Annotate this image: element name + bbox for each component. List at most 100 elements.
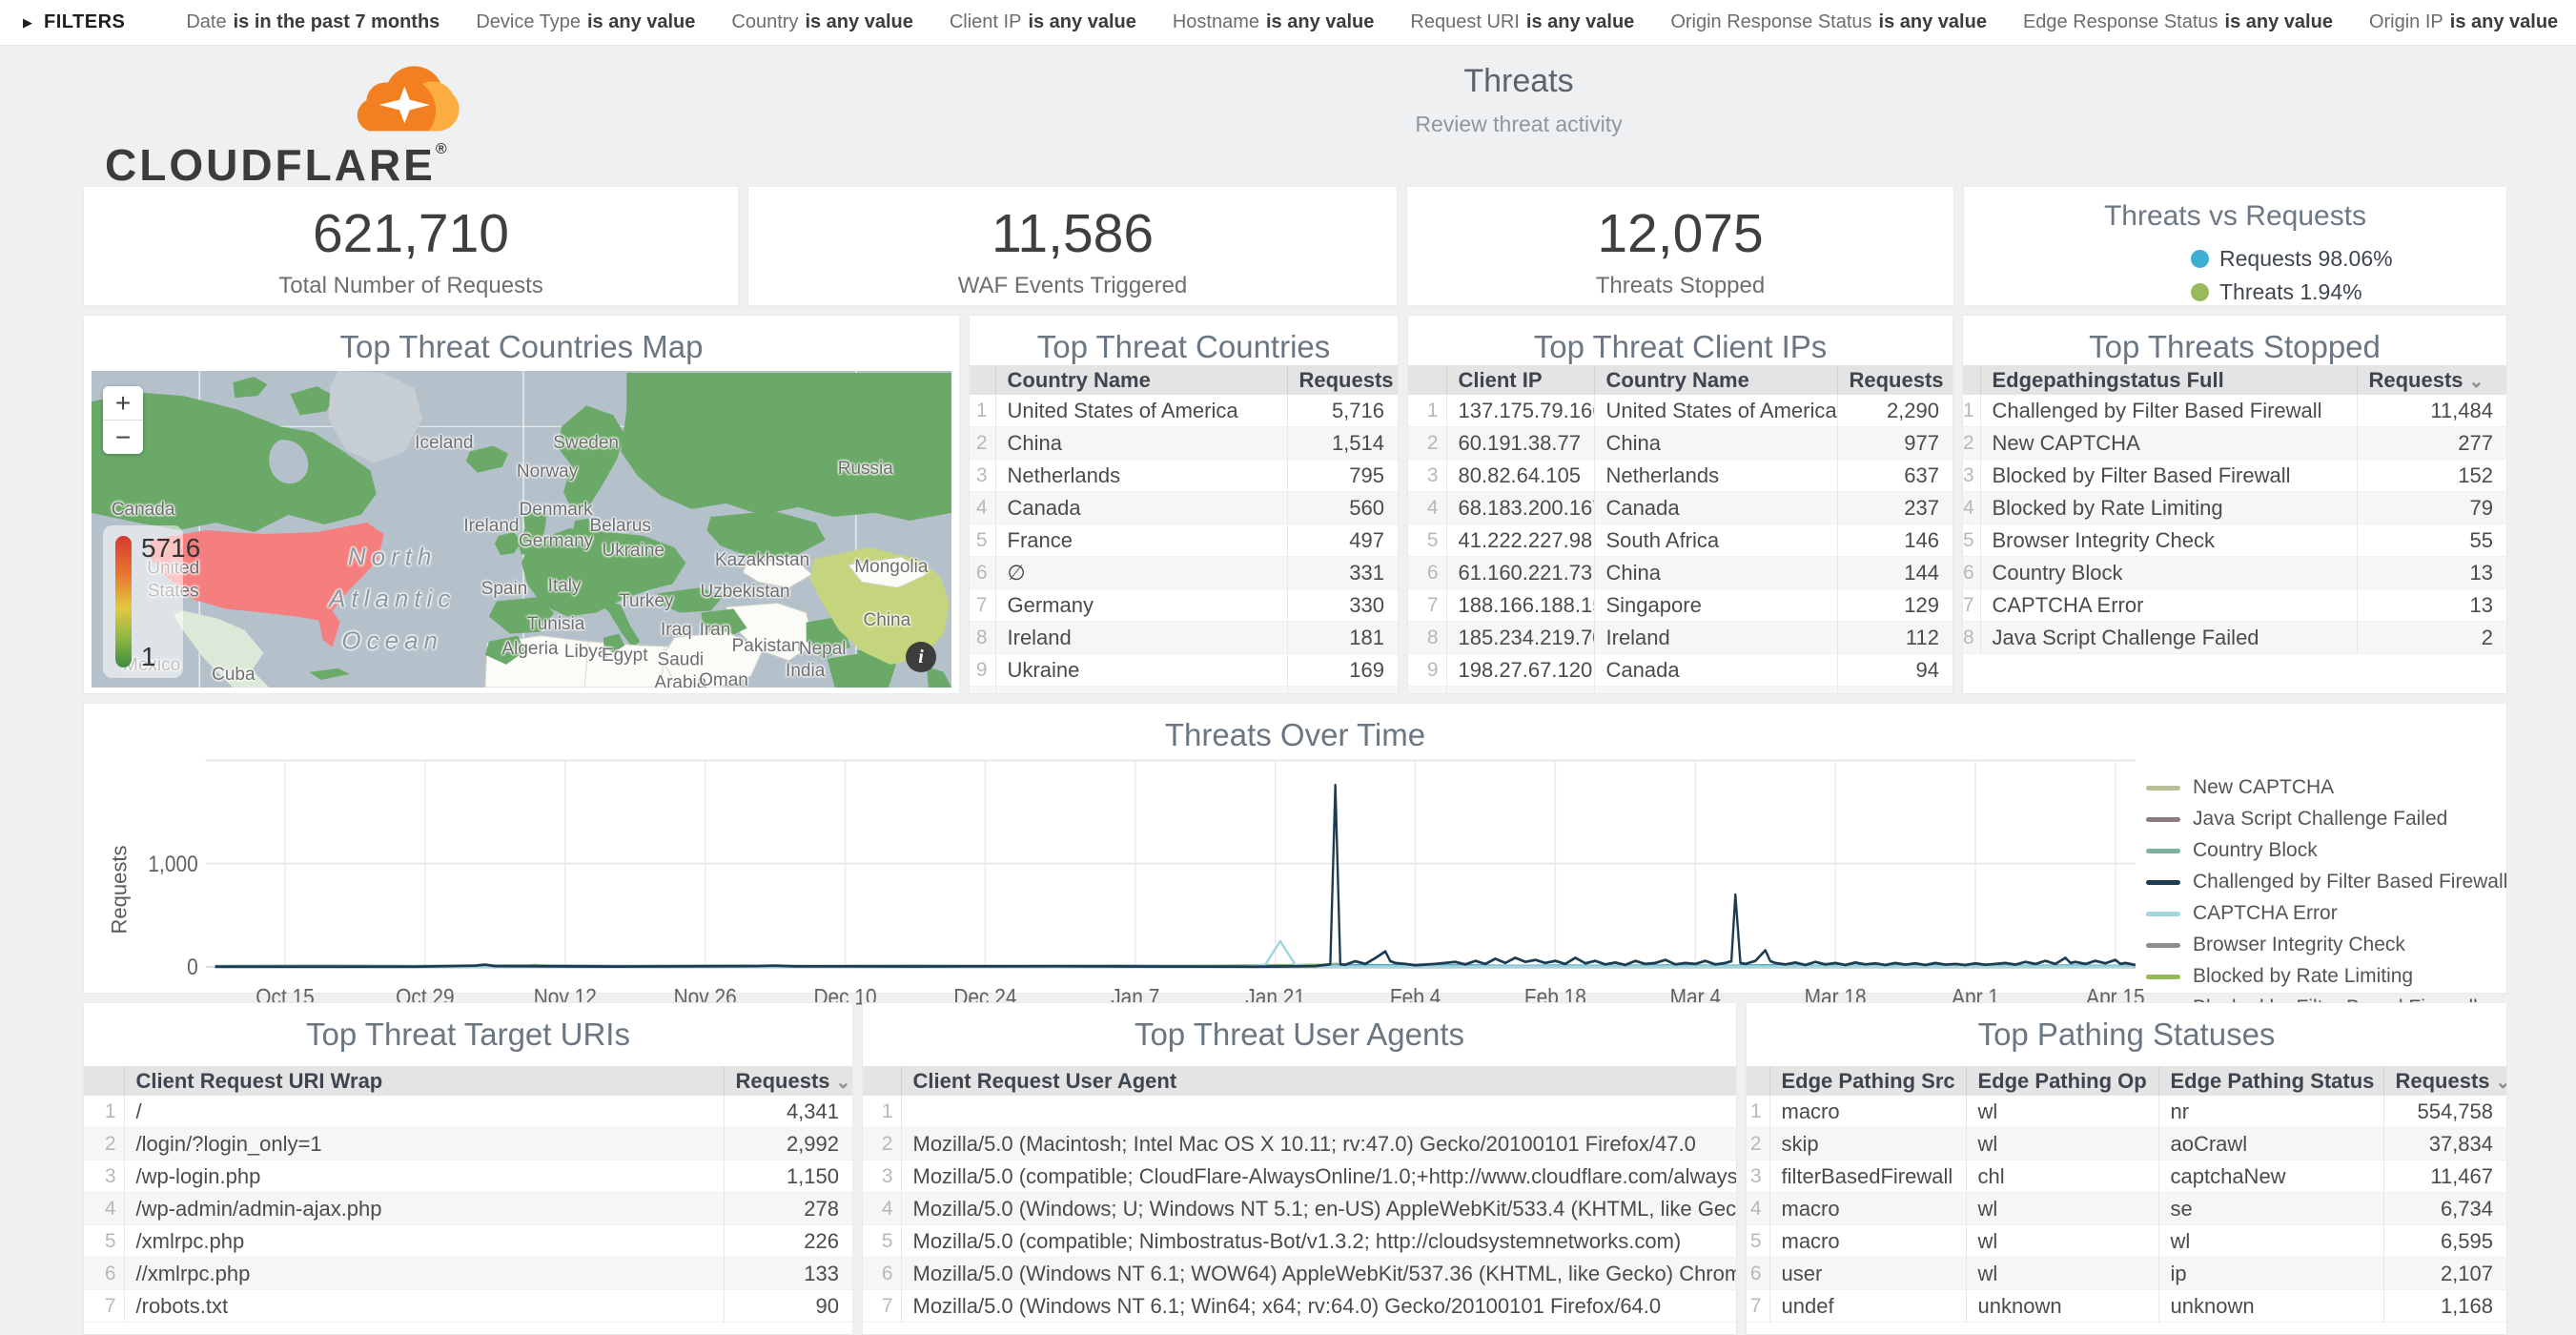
table-row[interactable]: 10Singapore158 bbox=[970, 686, 1398, 693]
column-header[interactable]: Requests⌄ bbox=[1836, 365, 1952, 395]
table-row[interactable]: 6//xmlrpc.php 133 bbox=[84, 1257, 852, 1290]
legend-item[interactable]: CAPTCHA Error bbox=[2146, 902, 2497, 925]
column-header[interactable]: Requests⌄ bbox=[2382, 1066, 2506, 1096]
legend-item[interactable]: Browser Integrity Check bbox=[2146, 934, 2497, 956]
table-cell: wl bbox=[1965, 1192, 2158, 1225]
table-row[interactable]: 5 Browser Integrity Check 55 bbox=[1963, 524, 2506, 557]
table-row[interactable]: 5 41.222.227.98 South Africa 146 bbox=[1408, 524, 1952, 557]
table-row[interactable]: 4 Mozilla/5.0 (Windows; U; Windows NT 5.1… bbox=[863, 1192, 1736, 1225]
filter-country[interactable]: Country is any value bbox=[731, 11, 913, 32]
table-row[interactable]: 2 60.191.38.77 China 977 bbox=[1408, 426, 1952, 460]
table-row[interactable]: 2 Mozilla/5.0 (Macintosh; Intel Mac OS X … bbox=[863, 1127, 1736, 1160]
country-tunisia bbox=[603, 633, 625, 653]
table-cell: 2,992 bbox=[723, 1127, 852, 1160]
table-row[interactable]: 3 Mozilla/5.0 (compatible; CloudFlare-Alw… bbox=[863, 1160, 1736, 1193]
donut-legend-item[interactable]: Threats 1.94% bbox=[2191, 279, 2506, 305]
filter-origin-ip[interactable]: Origin IP is any value bbox=[2368, 11, 2559, 32]
filter-request-uri[interactable]: Request URI is any value bbox=[1410, 11, 1635, 32]
table-row[interactable]: 6 Country Block 13 bbox=[1963, 556, 2506, 589]
table-row[interactable]: 6 ∅ 331 bbox=[970, 556, 1398, 589]
top-threat-target-uris-table: Client Request URI Wrap Requests ⌄ 1/4,341 2… bbox=[84, 1066, 852, 1334]
table-row[interactable]: 7 undef unknown unknown 1,168 bbox=[1747, 1289, 2506, 1323]
table-row[interactable]: 3 filterBasedFirewall chl captchaNew 11,467 bbox=[1747, 1160, 2506, 1193]
table-row[interactable]: 6 61.160.221.73 China 144 bbox=[1408, 556, 1952, 589]
table-row[interactable]: 7/robots.txt 90 bbox=[84, 1289, 852, 1323]
kpi-label: Threats Stopped bbox=[1595, 273, 1766, 298]
filters-toggle[interactable]: FILTERS bbox=[44, 11, 126, 32]
table-cell: Country Block bbox=[1979, 556, 2357, 589]
filters-expand-icon[interactable]: ▶ bbox=[23, 14, 32, 30]
table-row[interactable]: 2/login/?login_only=1 2,992 bbox=[84, 1127, 852, 1160]
table-row[interactable]: 7 Mozilla/5.0 (Windows NT 6.1; Win64; x64… bbox=[863, 1289, 1736, 1323]
table-row[interactable]: 5/xmlrpc.php 226 bbox=[84, 1224, 852, 1258]
kpi-threats-stopped: 12,075 Threats Stopped bbox=[1406, 186, 1954, 306]
table-row[interactable]: 4 68.183.200.167 Canada 237 bbox=[1408, 491, 1952, 524]
table-cell: 2,107 bbox=[2382, 1257, 2506, 1290]
table-row[interactable]: 7 CAPTCHA Error 13 bbox=[1963, 588, 2506, 622]
table-cell: 11,484 bbox=[2356, 395, 2506, 427]
table-row[interactable]: 1 137.175.79.166 United States of America 2… bbox=[1408, 395, 1952, 427]
column-header[interactable]: Country Name bbox=[1593, 365, 1837, 395]
column-header[interactable]: Client IP bbox=[1445, 365, 1594, 395]
table-row[interactable]: 5 Mozilla/5.0 (compatible; Nimbostratus-B… bbox=[863, 1224, 1736, 1258]
table-cell: Java Script Challenge Failed bbox=[1979, 621, 2357, 654]
table-row[interactable]: 4 macro wl se 6,734 bbox=[1747, 1192, 2506, 1225]
table-row[interactable]: 1 Challenged by Filter Based Firewall 11,4… bbox=[1963, 395, 2506, 427]
legend-item[interactable]: Challenged by Filter Based Firewall bbox=[2146, 871, 2507, 893]
zoom-in-button[interactable]: + bbox=[114, 388, 132, 418]
table-row[interactable]: 9 Ukraine 169 bbox=[970, 653, 1398, 687]
legend-item[interactable]: Java Script Challenge Failed bbox=[2146, 808, 2497, 831]
table-row[interactable]: 5 macro wl wl 6,595 bbox=[1747, 1224, 2506, 1258]
zoom-out-button[interactable]: − bbox=[103, 420, 143, 454]
table-row[interactable]: 1 bbox=[863, 1096, 1736, 1128]
legend-item[interactable]: Blocked by Rate Limiting bbox=[2146, 965, 2497, 988]
table-row[interactable]: 8 Ireland 181 bbox=[970, 621, 1398, 654]
table-row[interactable]: 3 Netherlands 795 bbox=[970, 459, 1398, 492]
table-row[interactable]: 1 macro wl nr 554,758 bbox=[1747, 1096, 2506, 1128]
table-row[interactable]: 6 Mozilla/5.0 (Windows NT 6.1; WOW64) App… bbox=[863, 1257, 1736, 1290]
map-label: Belarus bbox=[589, 515, 651, 536]
column-header[interactable]: Client Request URI Wrap bbox=[123, 1066, 724, 1096]
table-row[interactable]: 8 185.234.219.70 Ireland 112 bbox=[1408, 621, 1952, 654]
table-row[interactable]: 3 Blocked by Filter Based Firewall 152 bbox=[1963, 459, 2506, 492]
table-row[interactable]: 4 Blocked by Rate Limiting 79 bbox=[1963, 491, 2506, 524]
table-row[interactable]: 2 China 1,514 bbox=[970, 426, 1398, 460]
column-header[interactable]: Edge Pathing Status bbox=[2157, 1066, 2383, 1096]
table-row[interactable]: 4/wp-admin/admin-ajax.php 278 bbox=[84, 1192, 852, 1225]
table-row[interactable]: 1/4,341 bbox=[84, 1096, 852, 1128]
world-map[interactable]: CanadaUnited StatesMexicoCubaIcelandIrel… bbox=[92, 371, 951, 688]
table-row[interactable]: 3 80.82.64.105 Netherlands 637 bbox=[1408, 459, 1952, 492]
threats-over-time-plot[interactable]: 0 1,000 Oct 15 Oct 29 Nov 12 Nov 26 Dec 10 Dec … bbox=[145, 751, 2146, 1033]
table-row[interactable]: 1 United States of America 5,716 bbox=[970, 395, 1398, 427]
table-row[interactable]: 8 Java Script Challenge Failed 2 bbox=[1963, 621, 2506, 654]
column-header[interactable]: Requests⌄ bbox=[2356, 365, 2506, 395]
table-row[interactable]: 9 198.27.67.120 Canada 94 bbox=[1408, 653, 1952, 687]
donut-legend-item[interactable]: Requests 98.06% bbox=[2191, 246, 2506, 272]
table-row[interactable]: 7 Germany 330 bbox=[970, 588, 1398, 622]
column-header[interactable]: Requests⌄ bbox=[723, 1066, 852, 1096]
column-header[interactable]: Client Request User Agent bbox=[900, 1066, 1736, 1096]
column-header[interactable]: Edgepathingstatus Full bbox=[1979, 365, 2357, 395]
filter-hostname[interactable]: Hostname is any value bbox=[1172, 11, 1375, 32]
legend-item[interactable]: Country Block bbox=[2146, 839, 2497, 862]
table-row[interactable]: 2 New CAPTCHA 277 bbox=[1963, 426, 2506, 460]
table-cell: 41.222.227.98 bbox=[1445, 524, 1594, 557]
table-row[interactable]: 6 user wl ip 2,107 bbox=[1747, 1257, 2506, 1290]
legend-item[interactable]: New CAPTCHA bbox=[2146, 776, 2497, 799]
filter-date[interactable]: Date is in the past 7 months bbox=[186, 11, 440, 32]
table-row[interactable]: 3/wp-login.php 1,150 bbox=[84, 1160, 852, 1193]
filter-client-ip[interactable]: Client IP is any value bbox=[949, 11, 1136, 32]
column-header[interactable]: Country Name bbox=[994, 365, 1287, 395]
filter-device-type[interactable]: Device Type is any value bbox=[476, 11, 696, 32]
table-row[interactable]: 1061.160.247.137China88 bbox=[1408, 686, 1952, 693]
table-row[interactable]: 2 skip wl aoCrawl 37,834 bbox=[1747, 1127, 2506, 1160]
column-header[interactable]: Edge Pathing Src bbox=[1768, 1066, 1966, 1096]
column-header[interactable]: Requests⌄ bbox=[1286, 365, 1398, 395]
filter-edge-response-status[interactable]: Edge Response Status is any value bbox=[2022, 11, 2333, 32]
filter-origin-response-status[interactable]: Origin Response Status is any value bbox=[1670, 11, 1987, 32]
table-row[interactable]: 5 France 497 bbox=[970, 524, 1398, 557]
map-info-button[interactable]: i bbox=[906, 642, 936, 672]
table-row[interactable]: 4 Canada 560 bbox=[970, 491, 1398, 524]
column-header[interactable]: Edge Pathing Op bbox=[1965, 1066, 2158, 1096]
